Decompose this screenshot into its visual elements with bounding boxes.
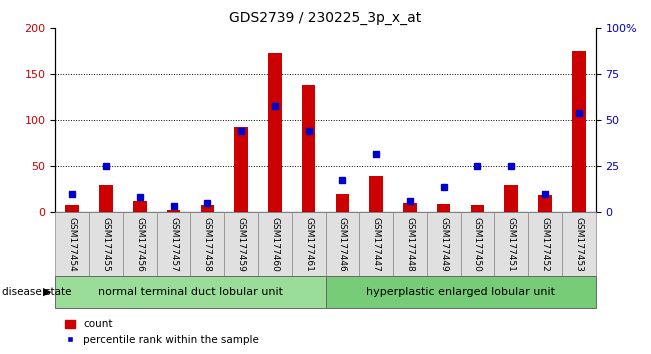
Bar — [336, 194, 349, 212]
Text: disease state: disease state — [2, 287, 72, 297]
Text: GSM177459: GSM177459 — [236, 217, 245, 272]
Bar — [437, 204, 450, 212]
Bar — [201, 205, 214, 212]
Bar — [403, 203, 417, 212]
Bar — [55, 276, 325, 308]
Bar — [326, 276, 596, 308]
Text: GSM177446: GSM177446 — [338, 217, 347, 272]
Bar — [393, 212, 427, 276]
Bar — [224, 212, 258, 276]
Text: GSM177453: GSM177453 — [574, 217, 583, 272]
Bar — [471, 205, 484, 212]
Bar — [562, 212, 596, 276]
Bar — [133, 201, 146, 212]
Bar — [234, 127, 248, 212]
Bar — [66, 205, 79, 212]
Bar — [123, 212, 157, 276]
Text: GSM177447: GSM177447 — [372, 217, 381, 272]
Bar — [461, 212, 494, 276]
Legend: count, percentile rank within the sample: count, percentile rank within the sample — [61, 315, 264, 349]
Bar — [258, 212, 292, 276]
Bar — [359, 212, 393, 276]
Bar — [494, 212, 528, 276]
Bar — [99, 185, 113, 212]
Bar — [538, 195, 552, 212]
Text: GSM177449: GSM177449 — [439, 217, 448, 272]
Text: GSM177455: GSM177455 — [102, 217, 111, 272]
Text: normal terminal duct lobular unit: normal terminal duct lobular unit — [98, 287, 283, 297]
Title: GDS2739 / 230225_3p_x_at: GDS2739 / 230225_3p_x_at — [229, 11, 422, 24]
Bar — [572, 51, 585, 212]
Text: GSM177451: GSM177451 — [506, 217, 516, 272]
Bar — [302, 85, 315, 212]
Text: GSM177461: GSM177461 — [304, 217, 313, 272]
Bar — [268, 53, 282, 212]
Text: GSM177454: GSM177454 — [68, 217, 77, 272]
Text: GSM177460: GSM177460 — [270, 217, 279, 272]
Text: GSM177457: GSM177457 — [169, 217, 178, 272]
Text: GSM177450: GSM177450 — [473, 217, 482, 272]
Bar — [326, 212, 359, 276]
Bar — [528, 212, 562, 276]
Text: GSM177448: GSM177448 — [406, 217, 415, 272]
Bar — [55, 212, 89, 276]
Bar — [191, 212, 224, 276]
Bar — [369, 176, 383, 212]
Bar — [292, 212, 326, 276]
Text: hyperplastic enlarged lobular unit: hyperplastic enlarged lobular unit — [366, 287, 555, 297]
Text: GSM177456: GSM177456 — [135, 217, 145, 272]
Bar — [167, 210, 180, 212]
Bar — [89, 212, 123, 276]
Bar — [427, 212, 461, 276]
Text: ▶: ▶ — [43, 287, 52, 297]
Text: GSM177452: GSM177452 — [540, 217, 549, 272]
Text: GSM177458: GSM177458 — [203, 217, 212, 272]
Bar — [157, 212, 191, 276]
Bar — [505, 185, 518, 212]
